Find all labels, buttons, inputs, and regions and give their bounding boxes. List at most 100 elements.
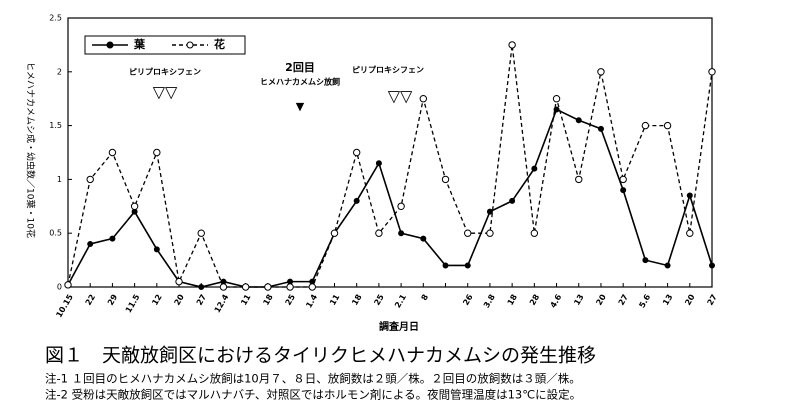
data-point — [486, 229, 494, 237]
data-point — [531, 165, 538, 172]
data-point — [575, 175, 583, 184]
x-tick-label: 25 — [284, 292, 298, 307]
data-point — [442, 262, 449, 269]
x-tick-label: 13 — [661, 293, 674, 307]
data-point — [597, 68, 605, 76]
data-point — [597, 125, 604, 132]
x-tick-label: 1.4 — [304, 292, 319, 309]
x-tick-label: 26 — [461, 292, 475, 307]
x-tick-label: 22 — [84, 293, 97, 307]
data-point — [552, 95, 561, 103]
data-point — [642, 257, 649, 264]
annotation: 2回目 — [285, 60, 315, 74]
data-point — [198, 284, 205, 290]
x-tick-label: 20 — [683, 292, 697, 307]
x-tick-label: 12.4 — [213, 292, 231, 314]
annotation: ヒメハナカメムシ放飼 — [260, 77, 340, 87]
legend-box — [84, 35, 246, 55]
data-point — [464, 229, 472, 237]
data-point — [708, 68, 716, 76]
data-point — [352, 148, 361, 157]
x-tick-label: 11 — [328, 292, 342, 307]
data-point — [64, 281, 72, 289]
x-tick-label: 10.15 — [54, 292, 75, 319]
x-tick-label: 27 — [706, 293, 719, 307]
data-point — [286, 283, 294, 291]
data-point — [109, 235, 116, 242]
y-axis-label: ヒメハナカメムシ成・幼虫数／10葉・10花 — [25, 62, 37, 238]
data-point — [553, 106, 560, 113]
annotation: ▽▽ — [153, 83, 178, 102]
data-point — [709, 262, 715, 269]
data-point — [197, 229, 205, 237]
data-point — [87, 240, 94, 247]
annotation: ピリプロキシフェン — [129, 67, 201, 77]
y-tick-label: 1.5 — [49, 121, 62, 130]
x-tick-label: 18 — [506, 292, 520, 307]
data-point — [420, 235, 427, 242]
x-tick-label: 2.1 — [393, 292, 408, 309]
legend-label: 花 — [214, 37, 225, 51]
data-point — [353, 197, 360, 204]
data-point — [130, 202, 139, 211]
data-point — [620, 187, 627, 194]
data-point — [153, 148, 161, 157]
data-point — [464, 262, 471, 269]
x-tick-label: 20 — [173, 292, 187, 307]
data-point — [86, 175, 94, 184]
data-point — [508, 41, 516, 49]
annotation: ▽▽ — [388, 87, 413, 106]
caption-title: 図１ 天敵放飼区におけるタイリクヒメハナカメムシの発生推移 — [45, 345, 596, 367]
x-tick-label: 28 — [528, 292, 542, 307]
y-tick-label: 0.5 — [49, 229, 62, 238]
data-point — [108, 148, 117, 157]
data-point — [175, 277, 183, 286]
x-tick-label: 29 — [106, 292, 120, 307]
x-tick-label: 27 — [195, 293, 208, 307]
x-tick-label: 18 — [261, 292, 275, 307]
plot-frame — [67, 17, 713, 288]
x-tick-label: 5.6 — [637, 292, 652, 309]
data-point — [219, 283, 228, 291]
y-tick-label: 2.5 — [49, 14, 62, 23]
data-point — [397, 202, 405, 211]
series-line — [67, 44, 713, 288]
data-point — [398, 230, 405, 237]
x-tick-label: 20 — [594, 292, 608, 307]
data-point — [664, 262, 671, 269]
legend-marker — [106, 41, 114, 49]
data-point — [241, 283, 250, 291]
data-point — [308, 283, 316, 291]
x-axis-label: 調査月日 — [379, 320, 419, 333]
y-tick-label: 0 — [57, 283, 62, 292]
data-point — [264, 283, 272, 291]
data-point — [375, 160, 382, 167]
data-point — [530, 229, 539, 237]
x-tick-label: 4.6 — [549, 292, 564, 309]
x-tick-label: 18 — [350, 292, 364, 307]
x-tick-label: 3.8 — [482, 292, 497, 309]
data-point — [375, 229, 383, 237]
y-tick-label: 1 — [57, 175, 62, 184]
data-point — [441, 175, 450, 184]
annotation: ピリプロキシフェン — [352, 65, 424, 75]
data-point — [641, 121, 650, 130]
annotation: ▼ — [296, 100, 305, 113]
caption-note: 注-2 受粉は天敵放飼区ではマルハナバチ、対照区ではホルモン剤による。夜間管理温… — [45, 388, 581, 402]
x-tick-label: 11.5 — [124, 292, 142, 314]
data-point — [153, 246, 160, 253]
data-point — [686, 192, 693, 199]
data-point — [575, 117, 582, 124]
data-point — [509, 197, 516, 204]
y-tick-label: 2 — [57, 67, 62, 76]
x-tick-label: 25 — [372, 292, 386, 307]
data-point — [686, 229, 694, 237]
data-point — [330, 229, 339, 237]
caption-note: 注-1 １回目のヒメハナカメムシ放飼は10月７、８日、放飼数は２頭／株。２回目の… — [45, 372, 581, 386]
legend-label: 葉 — [133, 37, 146, 51]
series-line — [67, 108, 713, 288]
legend-marker — [186, 41, 194, 49]
x-tick-label: 27 — [617, 293, 630, 307]
data-point — [419, 95, 428, 103]
